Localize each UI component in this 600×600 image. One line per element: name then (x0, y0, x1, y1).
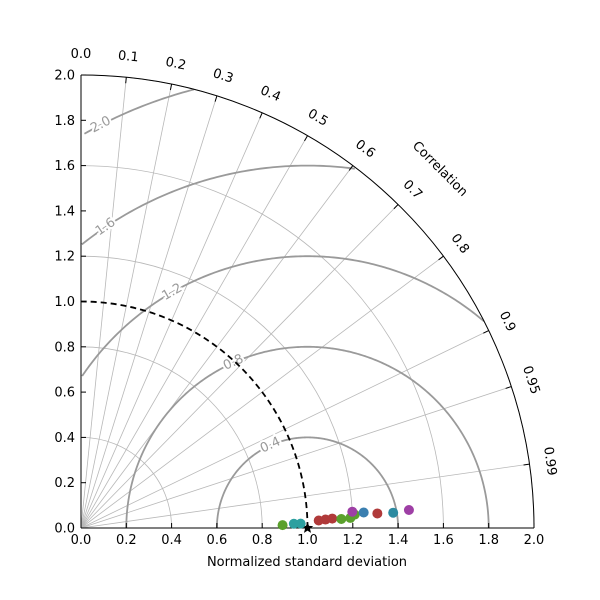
rms-contour (83, 88, 195, 135)
rms-contour-label: 1.6 (93, 215, 119, 239)
correlation-ray (80, 95, 218, 529)
correlation-tick-mark (483, 330, 489, 334)
x-tick-label: 2.0 (524, 533, 545, 548)
x-axis-label: Normalized standard deviation (207, 555, 407, 570)
y-tick-label: 1.8 (54, 114, 75, 129)
x-tick-label: 0.8 (252, 533, 273, 548)
x-tick-label: 1.0 (297, 533, 318, 548)
y-tick-label: 1.0 (54, 295, 75, 310)
correlation-tick-mark (438, 255, 444, 261)
rms-contour (125, 345, 490, 529)
correlation-tick-label: 0.0 (71, 47, 92, 62)
x-tick-label: 1.4 (388, 533, 409, 548)
std-grid-arc (80, 74, 535, 529)
correlation-tick-label: 0.99 (540, 446, 559, 477)
y-tick-label: 0.8 (54, 340, 75, 355)
x-tick-label: 0.6 (207, 533, 228, 548)
correlation-tick-mark (523, 463, 530, 466)
correlation-tick-label: 0.9 (496, 309, 519, 334)
rms-contour (216, 436, 399, 528)
correlation-tick-mark (259, 112, 263, 119)
grid-layer (80, 74, 535, 529)
std-grid-arc (80, 346, 263, 529)
correlation-tick-mark (348, 165, 354, 171)
correlation-tick-mark (214, 95, 218, 102)
y-tick-label: 1.6 (54, 159, 75, 174)
data-point (358, 507, 369, 518)
y-tick-label: 0.2 (54, 476, 75, 491)
rms-contour (81, 255, 485, 377)
y-tick-label: 0.0 (54, 522, 75, 537)
data-point (295, 518, 306, 529)
x-tick-label: 1.8 (478, 533, 499, 548)
correlation-tick-mark (304, 135, 308, 142)
x-tick-label: 0.4 (161, 533, 182, 548)
correlation-tick-mark (393, 204, 399, 210)
rms-contour-label: 0.8 (221, 352, 246, 374)
rms-contour-label: 2.0 (88, 113, 113, 136)
data-point (388, 507, 399, 518)
data-point (327, 513, 338, 524)
data-point (372, 508, 383, 519)
y-tick-label: 2.0 (54, 69, 75, 84)
data-point (347, 506, 358, 517)
y-tick-label: 1.2 (54, 250, 75, 265)
correlation-tick-label: 0.4 (258, 83, 283, 105)
data-point (403, 505, 414, 516)
correlation-ray (80, 165, 354, 529)
x-tick-label: 1.2 (342, 533, 363, 548)
std-grid-arc (80, 255, 354, 529)
rms-contour-label: 1.2 (160, 281, 185, 304)
data-point (277, 520, 288, 531)
reference-star-marker (301, 522, 314, 533)
correlation-tick-mark (169, 84, 173, 91)
correlation-tick-label: 0.1 (117, 48, 139, 65)
rms-contour (81, 164, 355, 246)
std-grid-arc (80, 165, 444, 529)
correlation-tick-label: 0.3 (211, 66, 235, 87)
correlation-tick-mark (505, 386, 512, 389)
correlation-tick-label: 0.8 (448, 231, 472, 257)
x-tick-label: 0.2 (116, 533, 137, 548)
y-tick-label: 1.4 (54, 204, 75, 219)
correlation-ray (80, 135, 308, 529)
outer-arc (80, 74, 535, 529)
y-tick-label: 0.6 (54, 386, 75, 401)
correlation-tick-label: 0.6 (352, 137, 378, 161)
data-point (336, 513, 347, 524)
x-tick-label: 1.6 (433, 533, 454, 548)
data-points-layer (277, 505, 414, 533)
y-tick-label: 0.4 (54, 431, 75, 446)
x-tick-label: 0.0 (71, 533, 92, 548)
correlation-tick-mark (125, 77, 127, 84)
correlation-tick-label: 0.2 (164, 55, 187, 74)
correlation-tick-label: 0.5 (305, 106, 330, 129)
rms-contour-label: 0.4 (258, 434, 283, 456)
reference-std-arc (80, 300, 309, 529)
correlation-tick-label: 0.95 (519, 364, 542, 396)
correlation-tick-label: 0.7 (400, 177, 425, 202)
